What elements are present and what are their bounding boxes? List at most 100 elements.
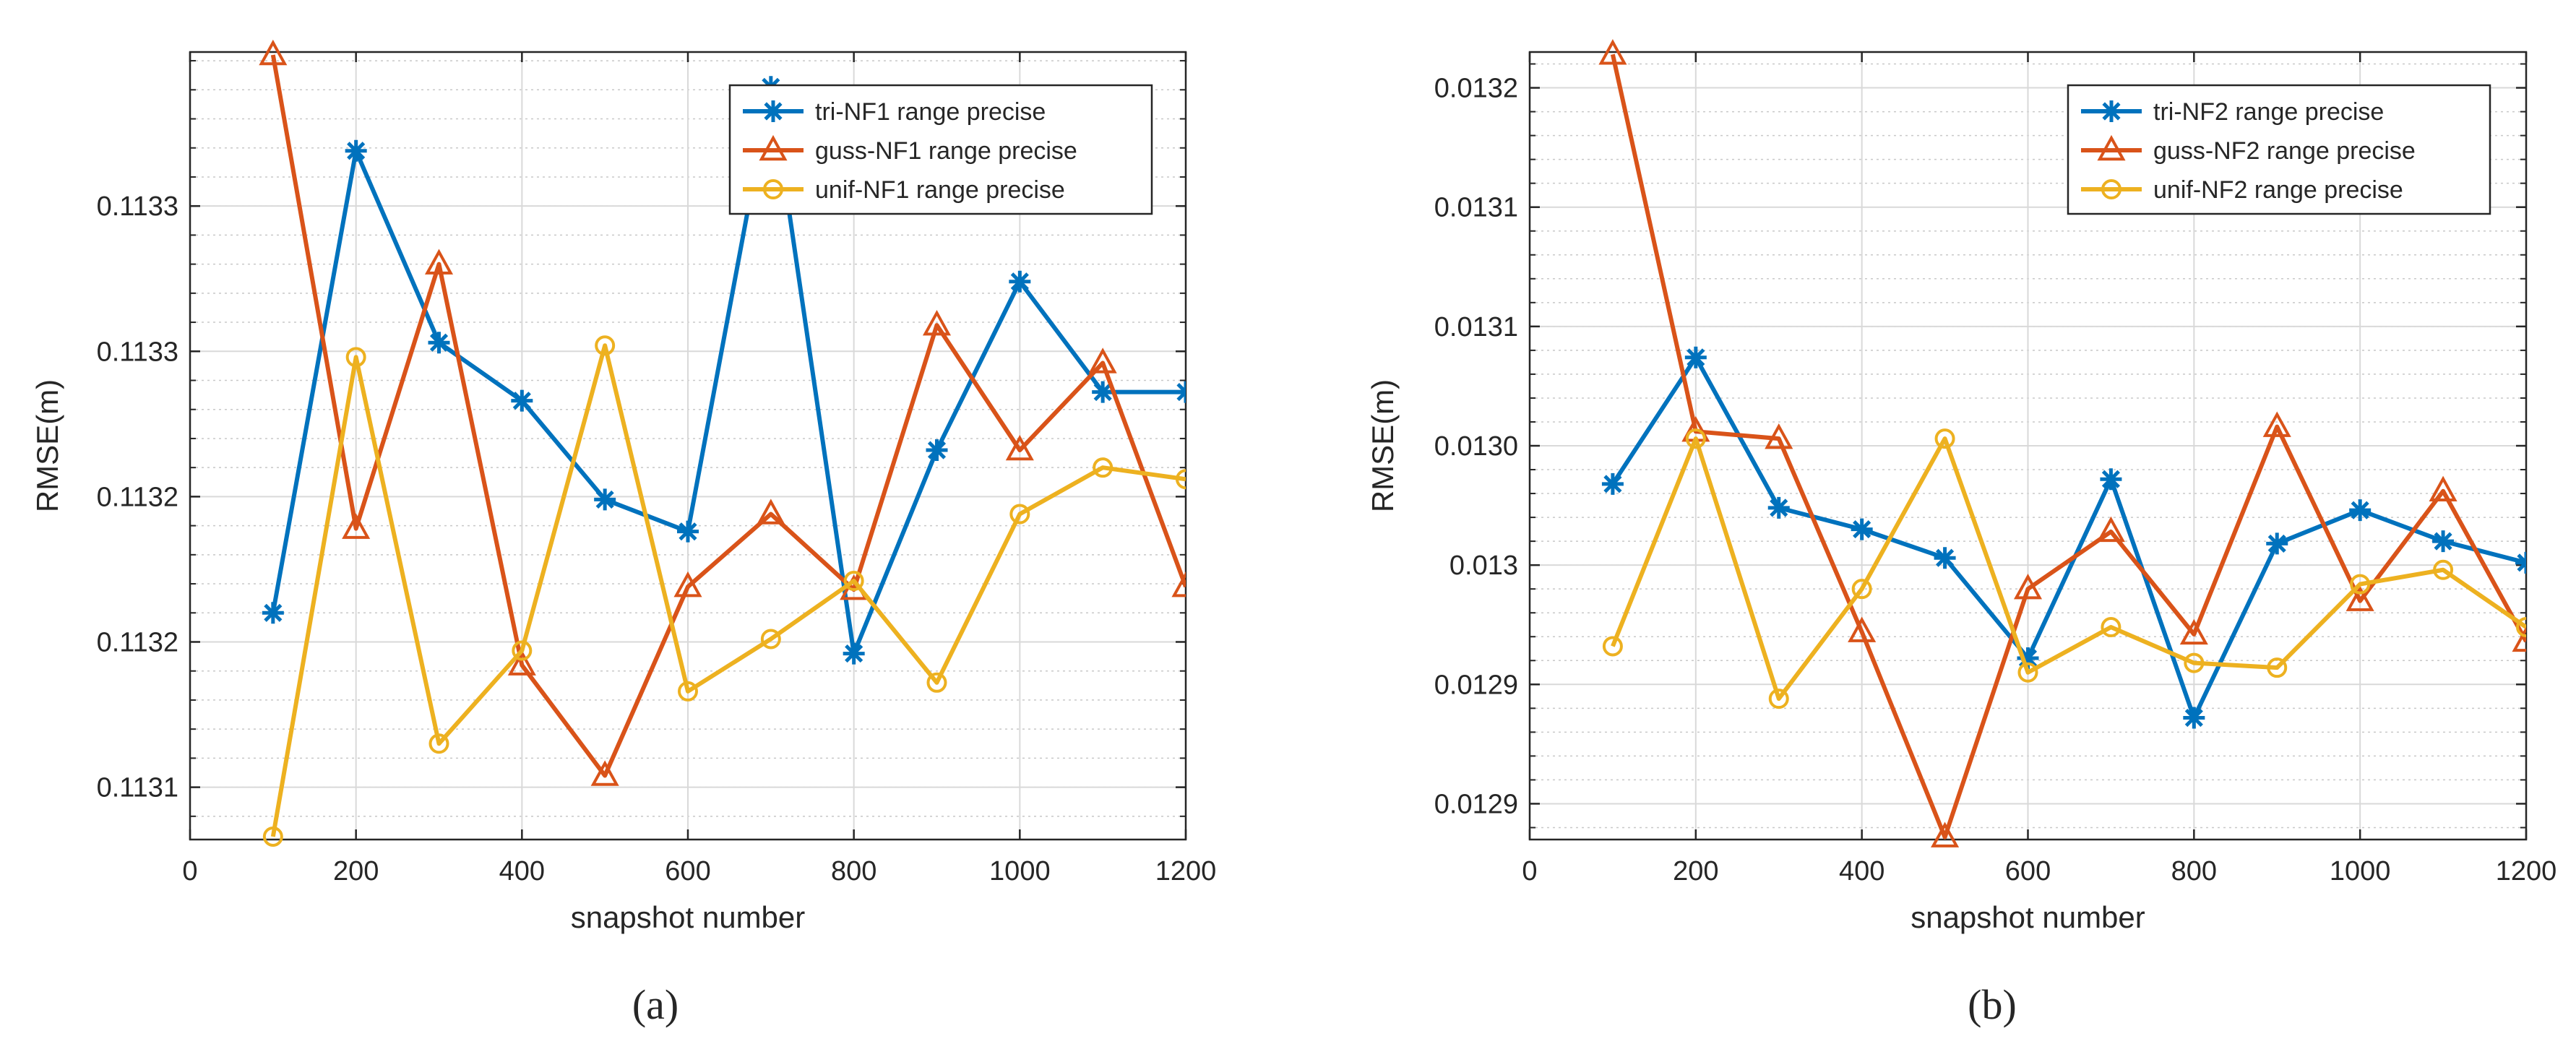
x-tick-label: 200 [333,856,379,886]
data-point-unif [2433,559,2454,580]
data-point-unif [1934,428,1955,449]
x-tick-label: 400 [499,856,545,886]
series-tri [262,76,1186,665]
series-unif [262,335,1186,847]
data-point-guss [2179,618,2208,645]
x-tick-label: 0 [1522,856,1537,886]
data-point-tri [1767,496,1790,519]
legend-swatch-marker [2101,100,2122,122]
legend: tri-NF2 range precise guss-NF2 range prec… [2067,84,2491,215]
data-point-guss [922,309,952,336]
data-point-tri [677,520,699,543]
data-point-unif [1768,689,1789,709]
y-tick-label: 0.1132 [97,627,178,657]
data-point-unif [926,672,947,693]
legend-swatch-marker [2097,134,2126,161]
series-tri [1601,346,2526,729]
data-point-tri [594,488,616,511]
series-line-guss [270,54,1186,778]
data-point-tri [2432,530,2455,553]
data-point-guss [2013,574,2043,600]
data-point-guss [1931,821,1960,847]
data-point-unif [1009,504,1030,525]
y-tick-label: 0.0132 [1434,74,1518,104]
legend-entry-guss: guss-NF2 range precise [2081,134,2416,165]
data-point-unif [760,629,781,650]
legend-label: unif-NF1 range precise [815,176,1065,204]
plot-area [259,39,1186,847]
legend-label: tri-NF1 range precise [815,98,1046,126]
legend-entry-unif: unif-NF1 range precise [743,176,1065,204]
data-point-unif [262,826,283,847]
data-point-unif [843,571,864,592]
panel-b: 0 200 400 600 800 1000 12000.01290.01290.0130.… [1366,39,2556,1028]
legend-entry-guss: guss-NF1 range precise [743,134,1077,165]
data-point-tri [1009,270,1031,293]
data-point-unif [428,733,449,754]
y-tick-label: 0.1133 [97,191,178,222]
data-point-guss [590,760,619,786]
y-tick-label: 0.0129 [1434,670,1518,700]
data-point-guss [2429,475,2457,501]
data-point-guss [259,39,288,66]
y-tick-label: 0.0131 [1434,193,1518,223]
y-axis-label: RMSE(m) [30,379,64,512]
panel-caption: (a) [632,981,679,1028]
data-point-guss [2096,516,2125,543]
y-tick-label: 0.013 [1449,551,1518,581]
data-point-guss [342,513,371,539]
panel-a: 0 200 400 600 800 1000 12000.11310.11320.11320… [30,39,1216,1028]
data-point-tri [1684,346,1707,368]
data-point-unif [2017,662,2038,683]
data-point-tri [511,389,533,412]
legend-entry-tri: tri-NF2 range precise [2081,98,2384,126]
series-unif [1602,428,2526,709]
data-point-unif [2267,657,2288,678]
data-point-guss [673,571,702,597]
data-point-guss [1005,434,1034,461]
series-line-tri [1611,355,2526,720]
legend-swatch-marker [762,100,784,122]
y-tick-label: 0.1133 [97,337,178,367]
x-tick-label: 600 [2005,856,2051,886]
data-point-tri [1175,381,1186,403]
data-point-guss [1765,423,1793,449]
data-point-tri [2515,551,2526,574]
data-point-guss [1171,571,1186,597]
panel-caption: (b) [1968,981,2017,1028]
x-axis-label: snapshot number [571,900,806,934]
legend-entry-tri: tri-NF1 range precise [743,98,1046,126]
data-point-unif [2350,574,2371,595]
series-line-unif [1611,436,2526,702]
y-tick-label: 0.1131 [97,773,178,803]
plot-area [1598,39,2526,847]
legend-label: guss-NF2 range precise [2153,137,2416,165]
y-axis: 0.0129 0.0129 0.013 0.0130 0.0131 0.0131 0.013… [1434,74,2526,819]
data-point-unif [1851,579,1872,600]
x-axis: 0 200 400 600 800 1000 1200 [182,52,1216,886]
legend-swatch-marker [759,134,788,161]
x-axis: 0 200 400 600 800 1000 1200 [1522,52,2556,886]
x-axis-label: snapshot number [1911,900,2145,934]
y-tick-label: 0.1132 [97,482,178,512]
legend: tri-NF1 range precise guss-NF1 range prec… [728,84,1153,215]
data-point-unif [1093,457,1113,478]
data-point-unif [2184,652,2205,673]
data-point-tri [2017,647,2039,669]
y-axis-label: RMSE(m) [1366,379,1400,512]
data-point-unif [2516,617,2526,638]
legend-label: guss-NF1 range precise [815,137,1077,165]
x-tick-label: 200 [1673,856,1718,886]
data-point-unif [678,681,698,702]
y-axis: 0.1131 0.1132 0.1132 0.1133 0.1133 [97,191,1186,803]
data-point-tri [345,139,367,162]
y-tick-label: 0.0129 [1434,789,1518,819]
data-point-tri [1092,381,1114,403]
data-point-guss [2512,626,2526,652]
legend-swatch-marker [2101,179,2121,199]
legend-swatch-marker [763,179,783,199]
x-tick-label: 1000 [989,856,1051,886]
legend-label: tri-NF2 range precise [2153,98,2384,126]
legend-entry-unif: unif-NF2 range precise [2081,176,2403,204]
data-point-tri [1934,547,1956,569]
